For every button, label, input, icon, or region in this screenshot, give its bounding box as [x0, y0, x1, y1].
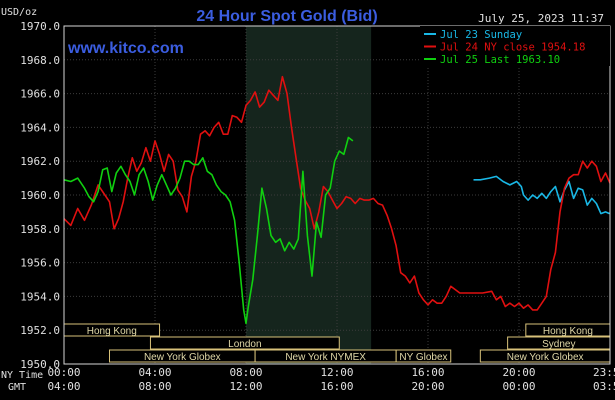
x-tick-label-ny: 20:00 [502, 366, 535, 379]
x-tick-label-gmt: 16:00 [320, 380, 353, 393]
session-label: Hong Kong [543, 326, 593, 337]
y-tick-label: 1962.0 [20, 155, 60, 168]
session-label: New York Globex [144, 352, 221, 363]
session-bar-box [395, 349, 452, 363]
y-tick-label: 1970.0 [20, 20, 60, 33]
session-label: Hong Kong [87, 326, 137, 337]
y-tick-label: 1968.0 [20, 54, 60, 67]
x-tick-label-gmt: 08:00 [138, 380, 171, 393]
session-label: New York Globex [507, 352, 584, 363]
x-tick-label-ny: 16:00 [411, 366, 444, 379]
x-tick-label-gmt: 20:00 [411, 380, 444, 393]
x-tick-label-gmt: 00:00 [502, 380, 535, 393]
x-tick-label-ny: 00:00 [47, 366, 80, 379]
x-tick-label-ny: 23:59 [593, 366, 615, 379]
session-bar: London [149, 336, 340, 350]
y-tick-label: 1950.0 [20, 358, 60, 371]
session-label: London [228, 339, 261, 350]
session-bar: Hong Kong [525, 323, 611, 337]
y-tick-label: 1960.0 [20, 189, 60, 202]
x-tick-label-gmt: 12:00 [229, 380, 262, 393]
session-bar: New York Globex [479, 349, 611, 363]
series-line [63, 75, 611, 311]
x-axis-ticks: 00:0004:0004:0008:0008:0012:0012:0016:00… [47, 366, 615, 393]
y-tick-label: 1964.0 [20, 121, 60, 134]
y-tick-label: 1966.0 [20, 88, 60, 101]
session-bar-box [149, 336, 340, 350]
session-bar: NY Globex [395, 349, 452, 363]
series-lines [63, 75, 611, 325]
series-line [473, 175, 610, 215]
legend-label: Jul 25 Last 1963.10 [440, 54, 560, 66]
y-tick-label: 1958.0 [20, 223, 60, 236]
plot-frame [63, 25, 611, 365]
x-tick-label-ny: 12:00 [320, 366, 353, 379]
y-axis-ticks: 1970.0 1968.0 1966.0 1964.0 1962.0 1960.0 1958… [20, 20, 60, 371]
y-tick-label: 1954.0 [20, 290, 60, 303]
session-bar: Sydney [507, 336, 611, 350]
y-tick-label: 1956.0 [20, 257, 60, 270]
legend-label: Jul 23 Sunday [440, 29, 522, 41]
chart-title: 24 Hour Spot Gold (Bid) [196, 8, 377, 25]
session-bar: New York NYMEX [254, 349, 397, 363]
chart-timestamp: July 25, 2023 11:37 [478, 12, 604, 25]
session-label: Sydney [542, 339, 575, 350]
y-tick-label: 1952.0 [20, 324, 60, 337]
market-sessions: Hong Kong Hong Kong London Sydney New York G… [63, 323, 611, 363]
nymex-shaded-region [246, 26, 372, 364]
gmt-label: GMT [8, 382, 26, 393]
x-tick-label-gmt: 04:00 [47, 380, 80, 393]
x-tick-label-ny: 08:00 [229, 366, 262, 379]
watermark-url: www.kitco.com [67, 40, 184, 57]
legend-label: Jul 24 NY close 1954.18 [440, 42, 585, 54]
legend-background [420, 26, 610, 66]
session-label: NY Globex [399, 352, 447, 363]
y-axis-unit-label: USD/oz [1, 7, 37, 18]
series-line [63, 136, 354, 325]
session-bar: New York Globex [109, 349, 256, 363]
ny-time-label: NY Time [1, 370, 43, 381]
session-label: New York NYMEX [285, 352, 366, 363]
session-bar: Hong Kong [63, 323, 161, 337]
x-tick-label-ny: 04:00 [138, 366, 171, 379]
x-tick-label-gmt: 03:59 [593, 380, 615, 393]
